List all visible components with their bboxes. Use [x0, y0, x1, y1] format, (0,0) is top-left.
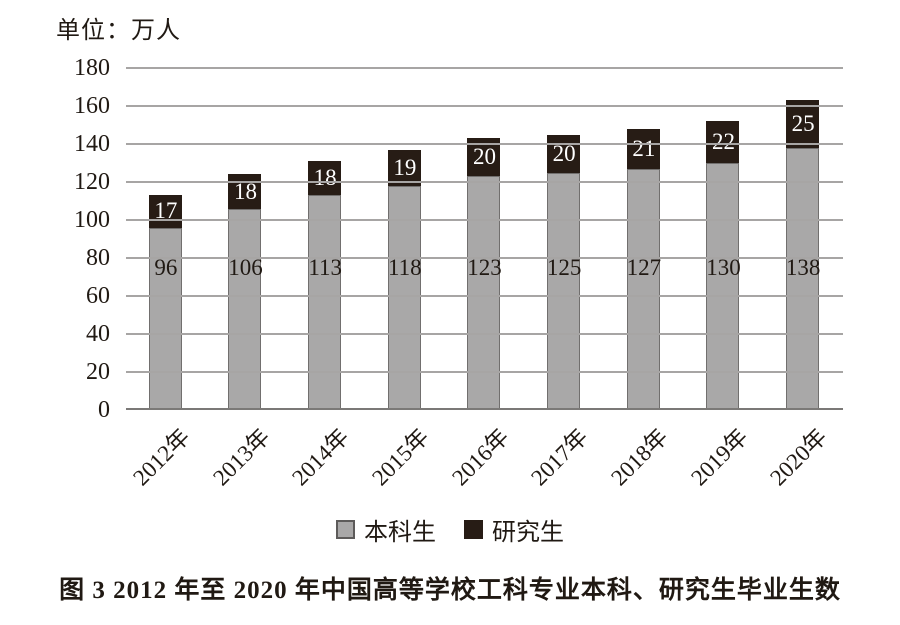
stacked-bar	[467, 138, 501, 410]
undergraduate-segment	[467, 176, 501, 410]
x-tick-label: 2020年	[765, 424, 832, 491]
stacked-bar	[148, 195, 182, 410]
x-tick-label: 2014年	[287, 424, 354, 491]
bar-chart: 0 20 40 60 80 100 120 140 160 180 96 17 106 18 113 18 1…	[0, 0, 843, 490]
y-tick-label: 180	[74, 55, 110, 81]
x-tick-label: 2017年	[526, 424, 593, 491]
x-tick-label: 2015年	[367, 424, 434, 491]
plot-area: 96 17 106 18 113 18 118 19 123 20 125 20 127 21 130 22 1…	[126, 67, 843, 410]
bar-group-2014: 113 18	[285, 68, 365, 410]
stacked-bar	[626, 128, 660, 410]
grid-line	[126, 143, 843, 145]
undergraduate-segment	[547, 172, 581, 410]
stacked-bar	[786, 100, 820, 410]
figure-caption: 图 3 2012 年至 2020 年中国高等学校工科专业本科、研究生毕业生数	[59, 577, 841, 604]
stacked-bar	[547, 134, 581, 410]
graduate-segment	[308, 161, 342, 196]
y-tick-label: 20	[86, 359, 110, 385]
y-tick-label: 60	[86, 283, 110, 309]
y-tick-label: 160	[74, 93, 110, 119]
bar-group-2019: 130 22	[684, 68, 764, 410]
grid-line	[126, 257, 843, 259]
y-axis-labels: 0 20 40 60 80 100 120 140 160 180	[0, 0, 110, 430]
y-tick-label: 140	[74, 131, 110, 157]
bar-group-2018: 127 21	[604, 68, 684, 410]
undergraduate-segment	[228, 208, 262, 410]
graduate-segment	[706, 121, 740, 163]
undergraduate-swatch-icon	[336, 520, 355, 539]
undergraduate-segment	[786, 147, 820, 410]
bar-group-2015: 118 19	[365, 68, 445, 410]
bar-group-2012: 96 17	[126, 68, 206, 410]
undergraduate-segment	[626, 168, 660, 410]
legend-label-graduate: 研究生	[492, 520, 564, 546]
grid-line	[126, 67, 843, 69]
stacked-bar	[228, 174, 262, 410]
graduate-segment	[228, 174, 262, 209]
grid-line	[126, 333, 843, 335]
graduate-segment	[387, 149, 421, 186]
graduate-segment	[626, 128, 660, 169]
legend-label-undergraduate: 本科生	[364, 520, 436, 546]
graduate-segment	[786, 100, 820, 148]
x-tick-label: 2013年	[207, 424, 275, 491]
undergraduate-segment	[148, 227, 182, 410]
legend-item-undergraduate: 本科生	[336, 512, 436, 547]
x-axis-line	[126, 408, 843, 410]
grid-line	[126, 181, 843, 183]
x-tick-label: 2018年	[606, 424, 673, 491]
bar-group-2016: 123 20	[445, 68, 525, 410]
grid-line	[126, 105, 843, 107]
legend-item-graduate: 研究生	[464, 512, 564, 547]
undergraduate-segment	[706, 163, 740, 410]
y-tick-label: 120	[74, 169, 110, 195]
y-tick-label: 40	[86, 321, 110, 347]
stacked-bar	[706, 121, 740, 410]
graduate-segment	[148, 195, 182, 228]
y-tick-label: 80	[86, 245, 110, 271]
y-tick-label: 100	[74, 207, 110, 233]
bar-group-2020: 138 25	[763, 68, 843, 410]
y-tick-label: 0	[98, 397, 110, 423]
x-tick-label: 2016年	[446, 424, 514, 491]
undergraduate-segment	[308, 195, 342, 410]
legend: 本科生 研究生	[0, 512, 900, 547]
grid-line	[126, 371, 843, 373]
grid-line	[126, 219, 843, 221]
x-tick-label: 2012年	[128, 424, 195, 491]
graduate-swatch-icon	[464, 520, 483, 539]
stacked-bar	[308, 161, 342, 410]
bar-group-2017: 125 20	[524, 68, 604, 410]
bar-group-2013: 106 18	[206, 68, 286, 410]
grid-line	[126, 295, 843, 297]
x-tick-label: 2019年	[685, 424, 753, 491]
graduate-segment	[547, 134, 581, 173]
unit-label: 单位：万人	[56, 18, 181, 44]
